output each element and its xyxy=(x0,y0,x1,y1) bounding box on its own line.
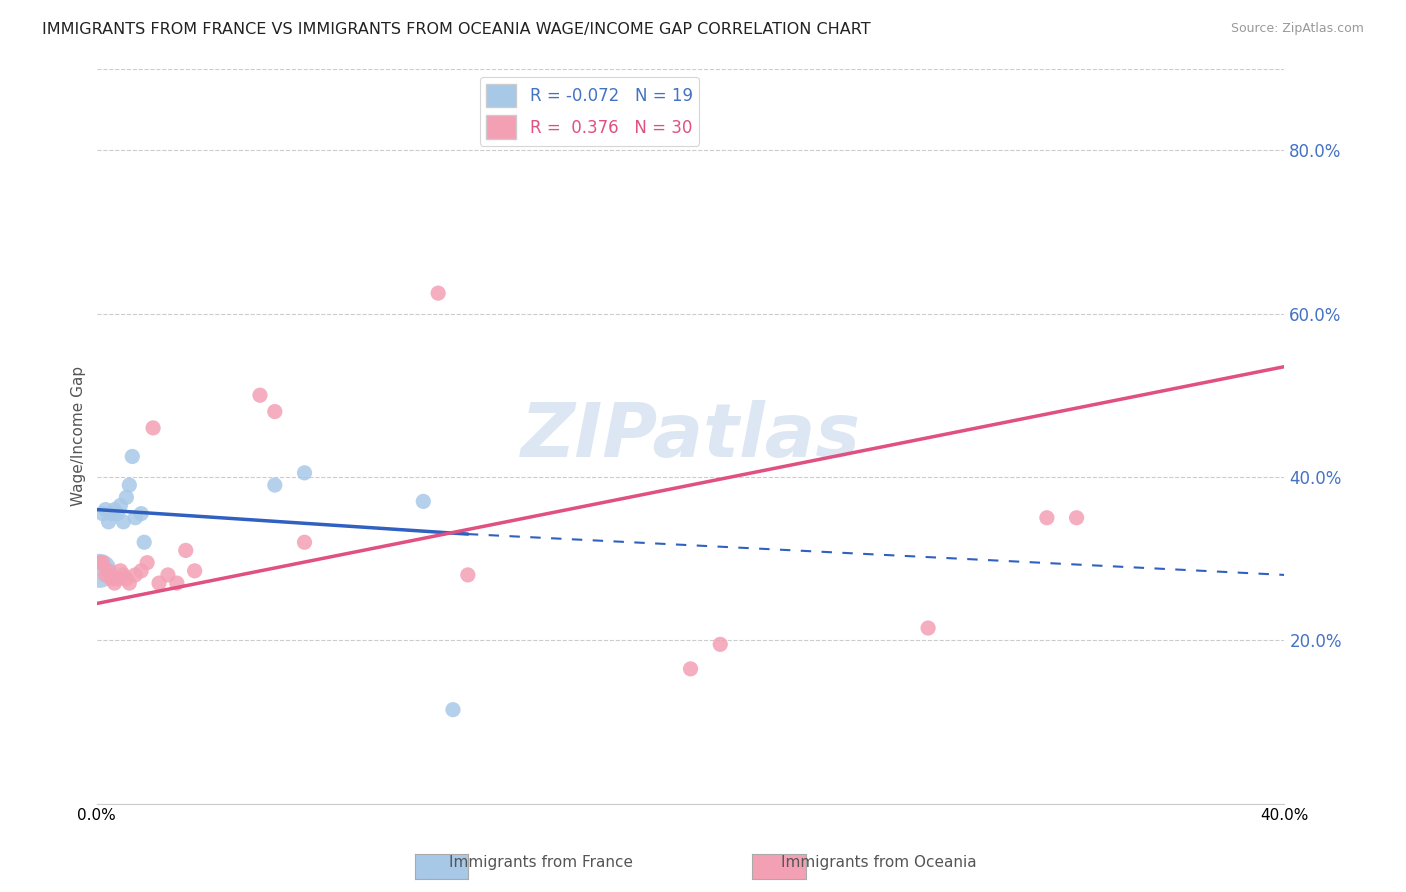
Point xyxy=(166,576,188,591)
Point xyxy=(1036,510,1059,524)
Point xyxy=(142,421,165,435)
Point xyxy=(124,510,146,524)
Point xyxy=(183,564,205,578)
Point xyxy=(94,568,117,582)
Point xyxy=(89,556,111,570)
Point xyxy=(294,466,316,480)
Point xyxy=(129,507,152,521)
Text: Source: ZipAtlas.com: Source: ZipAtlas.com xyxy=(1230,22,1364,36)
Point xyxy=(263,478,285,492)
Point xyxy=(118,576,141,591)
Point xyxy=(91,556,114,570)
Point xyxy=(134,535,156,549)
Point xyxy=(917,621,939,635)
Point xyxy=(100,572,122,586)
Point xyxy=(427,286,450,301)
Point xyxy=(294,535,316,549)
Point xyxy=(97,515,120,529)
Point xyxy=(103,576,125,591)
Point xyxy=(118,478,141,492)
Point xyxy=(709,637,731,651)
Text: Immigrants from Oceania: Immigrants from Oceania xyxy=(780,855,977,870)
Point xyxy=(679,662,702,676)
Point xyxy=(110,499,132,513)
Point xyxy=(129,564,152,578)
Point xyxy=(136,556,159,570)
Point xyxy=(112,568,135,582)
Point xyxy=(124,568,146,582)
Point xyxy=(94,502,117,516)
Text: ZIPatlas: ZIPatlas xyxy=(520,400,860,473)
Point xyxy=(1066,510,1088,524)
Point xyxy=(107,507,129,521)
Point xyxy=(112,515,135,529)
Point xyxy=(412,494,434,508)
Point xyxy=(89,564,111,578)
Text: IMMIGRANTS FROM FRANCE VS IMMIGRANTS FROM OCEANIA WAGE/INCOME GAP CORRELATION CH: IMMIGRANTS FROM FRANCE VS IMMIGRANTS FRO… xyxy=(42,22,870,37)
Point xyxy=(121,450,143,464)
Point xyxy=(115,572,138,586)
Point xyxy=(174,543,197,558)
Y-axis label: Wage/Income Gap: Wage/Income Gap xyxy=(72,366,86,506)
Point xyxy=(263,404,285,418)
Point xyxy=(249,388,271,402)
Point xyxy=(107,572,129,586)
Text: Immigrants from France: Immigrants from France xyxy=(450,855,633,870)
Point xyxy=(457,568,479,582)
Point xyxy=(156,568,179,582)
Point xyxy=(115,491,138,505)
Point xyxy=(148,576,170,591)
Point xyxy=(110,564,132,578)
Point xyxy=(91,507,114,521)
Point xyxy=(97,564,120,578)
Legend: R = -0.072   N = 19, R =  0.376   N = 30: R = -0.072 N = 19, R = 0.376 N = 30 xyxy=(479,77,699,145)
Point xyxy=(103,502,125,516)
Point xyxy=(441,703,464,717)
Point xyxy=(100,507,122,521)
